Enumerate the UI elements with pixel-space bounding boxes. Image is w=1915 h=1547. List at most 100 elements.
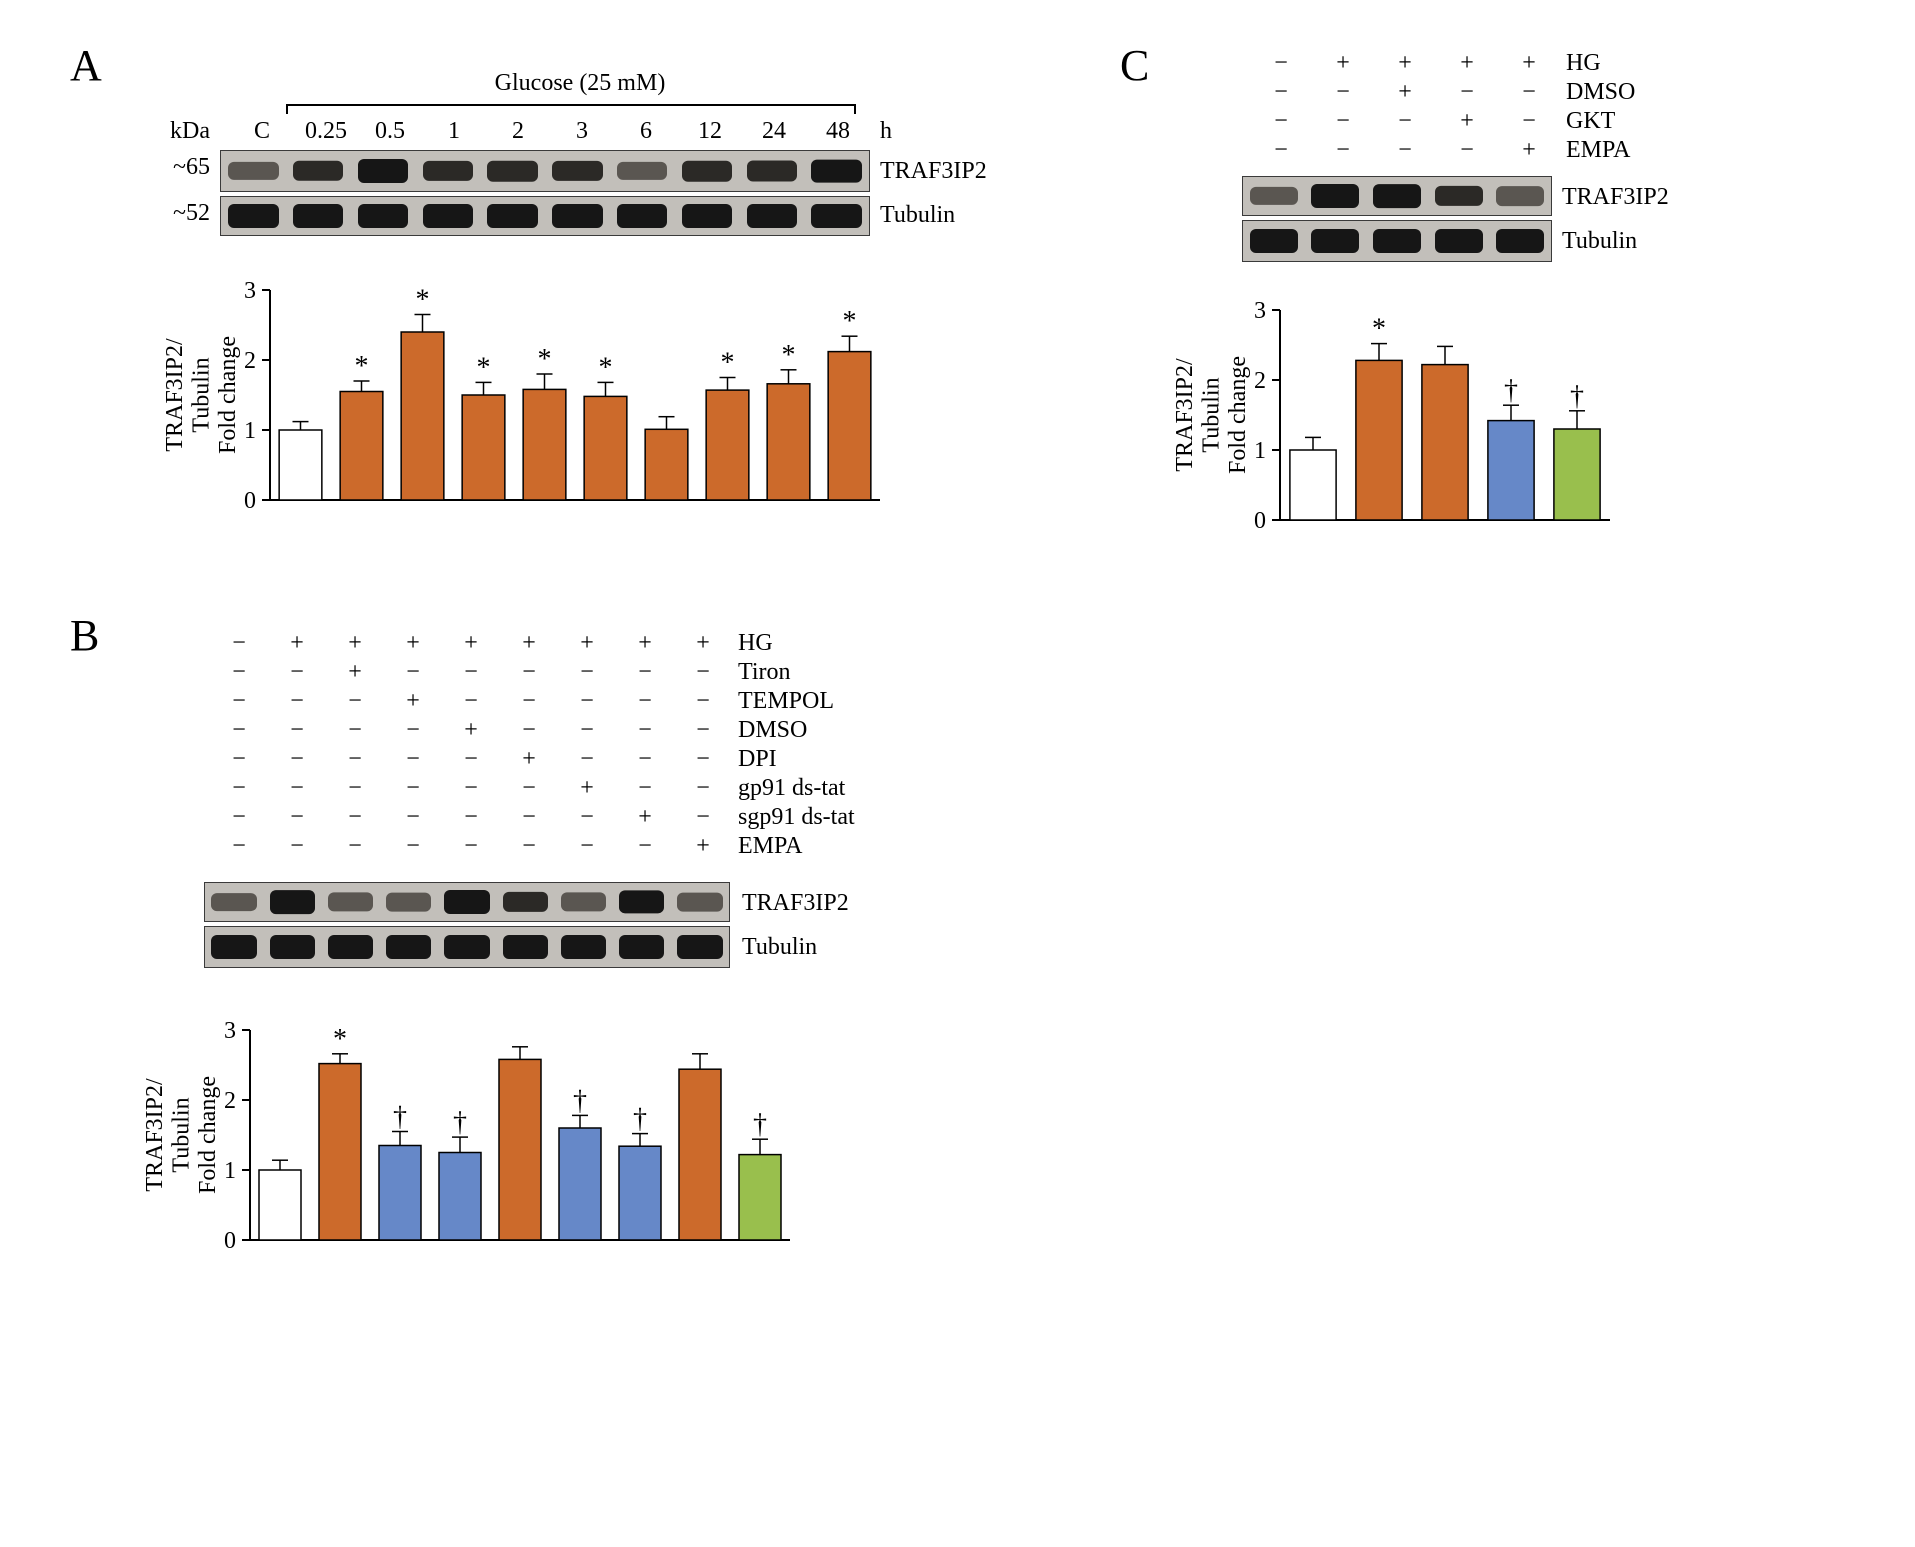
lane-header: 24 (742, 118, 806, 145)
bar (706, 390, 749, 500)
blot-band (552, 204, 603, 228)
lane-header: 1 (422, 118, 486, 145)
treatment-label: GKT (1560, 108, 1635, 135)
treatment-cell: − (326, 775, 384, 802)
treatment-cell: − (384, 659, 442, 686)
svg-text:*: * (416, 285, 430, 316)
treatment-cell: + (500, 630, 558, 657)
panel-b-row-label-1: TRAF3IP2 (742, 890, 849, 917)
panel-a-bracket (286, 104, 856, 114)
bar (679, 1069, 721, 1240)
blot-band (1496, 229, 1544, 253)
treatment-cell: + (326, 630, 384, 657)
treatment-cell: + (500, 746, 558, 773)
lane-header: 6 (614, 118, 678, 145)
treatment-cell: − (268, 746, 326, 773)
svg-text:TRAF3IP2/TubulinFold change: TRAF3IP2/TubulinFold change (1172, 356, 1251, 474)
treatment-cell: − (558, 804, 616, 831)
svg-text:TRAF3IP2/TubulinFold change: TRAF3IP2/TubulinFold change (162, 336, 241, 454)
panel-b-chart: 0123TRAF3IP2/TubulinFold change*††††† (130, 1010, 870, 1270)
treatment-cell: + (674, 630, 732, 657)
treatment-cell: − (384, 717, 442, 744)
svg-text:†: † (633, 1104, 647, 1135)
lane-header: 3 (550, 118, 614, 145)
blot-band (682, 161, 733, 182)
blot-band (423, 204, 474, 228)
bar (584, 396, 627, 500)
bar (401, 332, 444, 500)
svg-text:3: 3 (1254, 298, 1266, 324)
treatment-label: EMPA (732, 833, 855, 860)
treatment-cell: − (442, 659, 500, 686)
lane-header: C (230, 118, 294, 145)
svg-text:*: * (1372, 314, 1386, 345)
blot-band (811, 204, 862, 228)
treatment-cell: − (210, 630, 268, 657)
blot-band (328, 935, 373, 959)
svg-text:*: * (355, 351, 369, 382)
panel-a-chart: 0123TRAF3IP2/TubulinFold change******** (150, 270, 930, 530)
blot-band (386, 893, 431, 912)
treatment-label: Tiron (732, 659, 855, 686)
blot-band (211, 893, 256, 911)
svg-text:*: * (599, 352, 613, 383)
blot-band (1435, 229, 1483, 253)
treatment-cell: − (616, 833, 674, 860)
treatment-cell: − (442, 833, 500, 860)
lane-header: 48 (806, 118, 870, 145)
bar (619, 1146, 661, 1240)
treatment-cell: + (442, 717, 500, 744)
treatment-cell: − (674, 688, 732, 715)
treatment-cell: − (326, 746, 384, 773)
treatment-cell: − (558, 659, 616, 686)
blot-band (1373, 229, 1421, 253)
bar (439, 1153, 481, 1241)
bar (1488, 421, 1534, 520)
blot-band (444, 935, 489, 959)
blot-band (444, 890, 489, 914)
treatment-cell: − (500, 775, 558, 802)
treatment-cell: − (1436, 137, 1498, 164)
panel-a-row-label-1: TRAF3IP2 (880, 158, 987, 185)
bar (739, 1155, 781, 1240)
svg-text:3: 3 (244, 278, 256, 304)
treatment-cell: + (558, 630, 616, 657)
treatment-cell: − (1312, 137, 1374, 164)
bar (462, 395, 505, 500)
treatment-cell: + (616, 630, 674, 657)
svg-text:0: 0 (244, 488, 256, 514)
treatment-cell: − (1374, 137, 1436, 164)
treatment-label: HG (732, 630, 855, 657)
treatment-label: DMSO (732, 717, 855, 744)
treatment-cell: − (1250, 79, 1312, 106)
treatment-cell: − (558, 746, 616, 773)
treatment-label: DPI (732, 746, 855, 773)
blot-band (228, 204, 279, 228)
panel-c-blot-tubulin (1242, 220, 1552, 262)
treatment-cell: − (616, 717, 674, 744)
svg-text:2: 2 (1254, 368, 1266, 394)
treatment-cell: + (1436, 108, 1498, 135)
panel-b-blot-traf3ip2 (204, 882, 730, 922)
treatment-cell: + (616, 804, 674, 831)
kda-52: ~52 (150, 200, 210, 227)
treatment-cell: + (442, 630, 500, 657)
treatment-cell: − (384, 746, 442, 773)
treatment-cell: − (210, 833, 268, 860)
bar (279, 430, 322, 500)
blot-band (561, 892, 606, 911)
treatment-label: EMPA (1560, 137, 1635, 164)
treatment-cell: − (326, 688, 384, 715)
lane-header: 12 (678, 118, 742, 145)
treatment-cell: + (384, 688, 442, 715)
treatment-cell: − (1250, 137, 1312, 164)
treatment-cell: + (1436, 50, 1498, 77)
panel-a-time-unit: h (880, 118, 892, 145)
treatment-cell: − (326, 717, 384, 744)
bar (645, 429, 688, 500)
blot-band (293, 204, 344, 228)
blot-band (617, 204, 668, 228)
blot-band (1435, 186, 1483, 206)
treatment-cell: − (210, 746, 268, 773)
treatment-cell: + (1312, 50, 1374, 77)
